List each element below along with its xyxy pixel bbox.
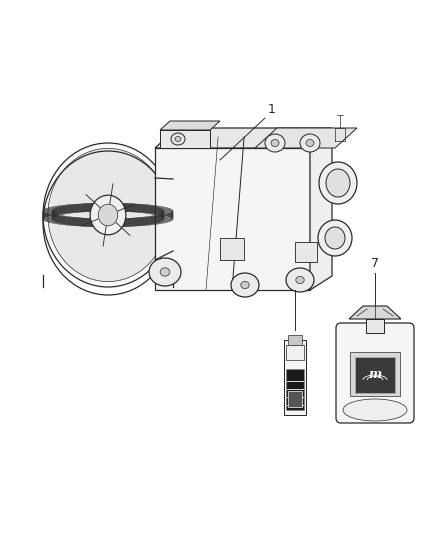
Ellipse shape: [90, 195, 126, 235]
Bar: [220, 238, 244, 260]
Ellipse shape: [319, 162, 357, 204]
Polygon shape: [310, 128, 332, 290]
FancyBboxPatch shape: [336, 323, 414, 423]
Ellipse shape: [48, 148, 168, 281]
Polygon shape: [255, 128, 357, 148]
Polygon shape: [349, 306, 401, 319]
Ellipse shape: [241, 281, 249, 288]
Polygon shape: [155, 148, 310, 290]
Ellipse shape: [325, 227, 345, 249]
Text: 6: 6: [291, 272, 299, 285]
Bar: [284, 340, 306, 415]
Ellipse shape: [175, 136, 181, 141]
Ellipse shape: [265, 134, 285, 152]
Bar: [288, 391, 302, 407]
Bar: [295, 242, 317, 262]
Ellipse shape: [160, 268, 170, 276]
Polygon shape: [160, 130, 210, 148]
Polygon shape: [155, 128, 332, 148]
Text: m: m: [368, 368, 381, 382]
Ellipse shape: [271, 140, 279, 147]
Ellipse shape: [43, 143, 173, 287]
Ellipse shape: [326, 169, 350, 197]
Ellipse shape: [296, 277, 304, 284]
Text: 1: 1: [268, 103, 276, 116]
Bar: [350, 352, 400, 396]
Ellipse shape: [306, 140, 314, 147]
Bar: [366, 319, 384, 333]
Ellipse shape: [300, 134, 320, 152]
Ellipse shape: [343, 399, 407, 421]
Ellipse shape: [149, 258, 181, 286]
Ellipse shape: [318, 220, 352, 256]
Ellipse shape: [98, 204, 118, 226]
Bar: [286, 345, 304, 360]
Ellipse shape: [286, 268, 314, 292]
Bar: [288, 335, 302, 345]
Ellipse shape: [231, 273, 259, 297]
Ellipse shape: [171, 133, 185, 145]
Bar: [286, 369, 304, 410]
Text: 7: 7: [371, 257, 379, 270]
Polygon shape: [160, 121, 220, 130]
Bar: [355, 357, 395, 393]
